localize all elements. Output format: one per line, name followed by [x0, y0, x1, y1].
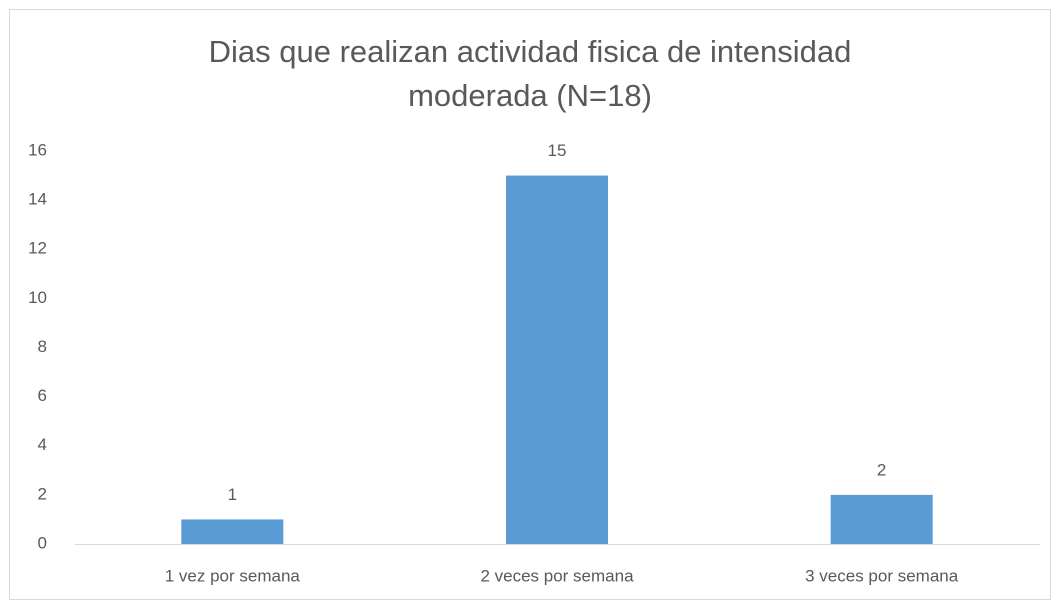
y-tick-label: 2: [38, 484, 47, 503]
y-tick-label: 10: [28, 288, 47, 307]
data-label: 2: [877, 460, 886, 479]
chart-title: Dias que realizan actividad fisica de in…: [208, 34, 852, 113]
data-label: 15: [548, 141, 567, 160]
chart-border: [9, 9, 1051, 600]
y-tick-label: 8: [38, 337, 47, 356]
x-tick-label: 2 veces por semana: [480, 566, 634, 585]
bar: [181, 519, 284, 544]
x-tick-label: 1 vez por semana: [165, 566, 301, 585]
y-tick-label: 14: [28, 190, 47, 209]
y-tick-label: 6: [38, 386, 47, 405]
y-tick-label: 0: [38, 533, 47, 552]
x-tick-label: 3 veces por semana: [805, 566, 959, 585]
bar: [506, 175, 608, 544]
y-tick-label: 16: [28, 140, 47, 159]
data-label: 1: [228, 485, 237, 504]
bar: [830, 494, 933, 544]
y-tick-label: 4: [38, 435, 47, 454]
y-tick-label: 12: [28, 239, 47, 258]
